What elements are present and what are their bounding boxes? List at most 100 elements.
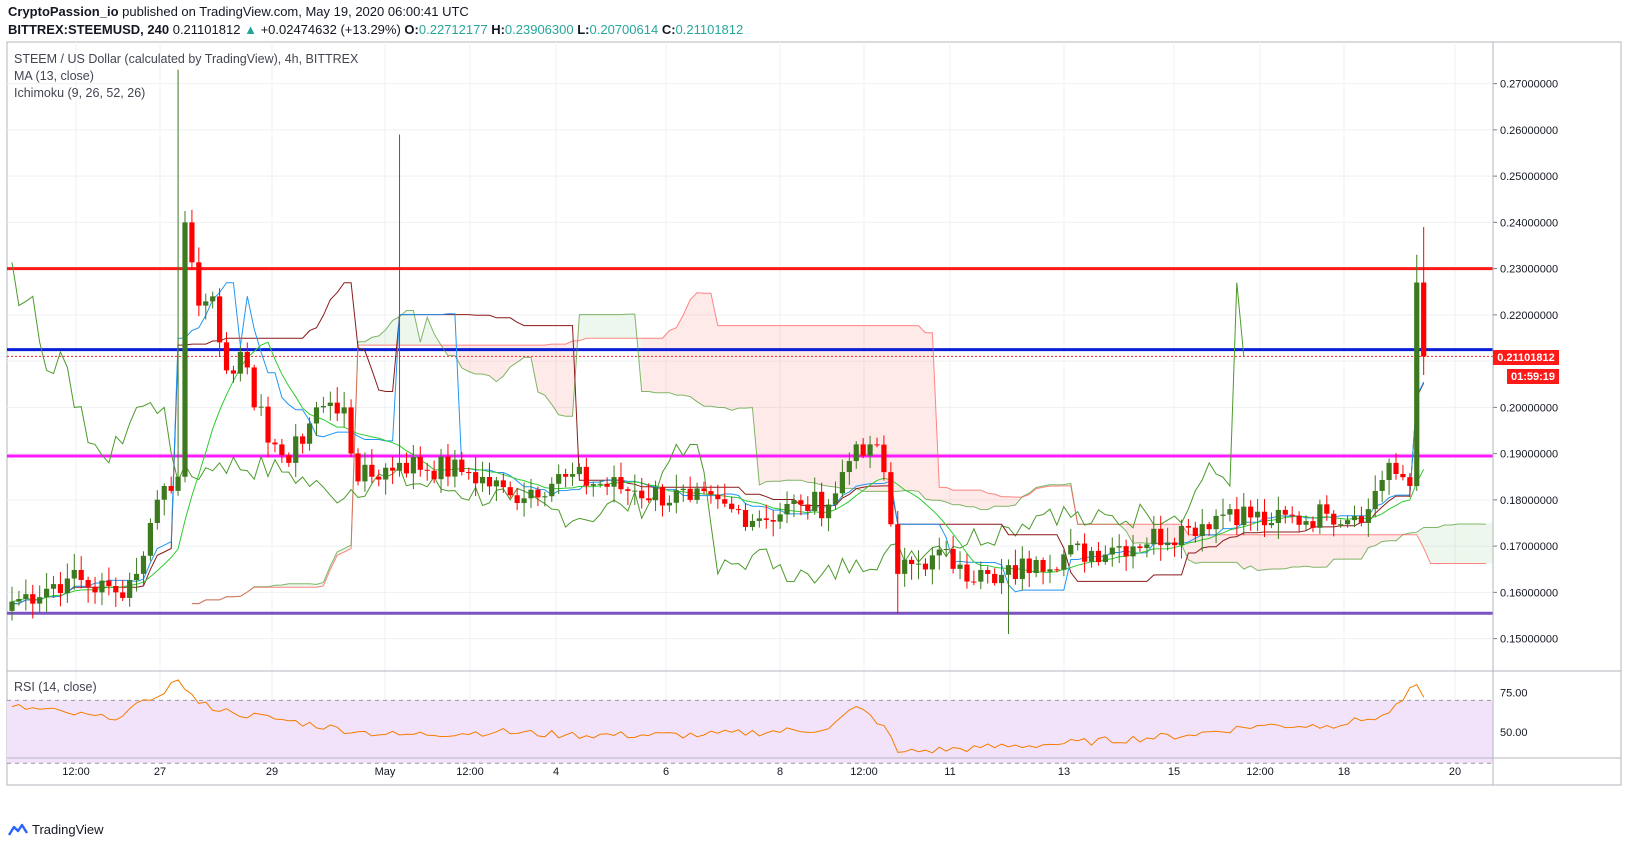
- candle-body: [424, 469, 430, 471]
- candle-body: [597, 483, 603, 485]
- cloud-segment: [1340, 534, 1348, 560]
- cloud-segment: [468, 345, 476, 374]
- candle-body: [334, 402, 340, 414]
- candle-body: [736, 509, 742, 511]
- candle-body: [659, 487, 666, 506]
- candle-body: [327, 402, 333, 406]
- cloud-segment: [482, 345, 490, 376]
- cloud-segment: [1264, 534, 1272, 570]
- candle-body: [957, 564, 963, 569]
- candle-body: [708, 491, 714, 495]
- cloud-segment: [1236, 534, 1244, 570]
- candle-body: [1123, 546, 1129, 557]
- main-legend[interactable]: STEEM / US Dollar (calculated by Trading…: [14, 52, 359, 66]
- price-tick-label: 0.22000000: [1500, 310, 1558, 322]
- low-value: 0.20700614: [589, 22, 659, 37]
- up-arrow-icon: ▲: [244, 22, 257, 37]
- cloud-segment: [1278, 534, 1286, 570]
- candle-body: [756, 518, 762, 521]
- rsi-legend[interactable]: RSI (14, close): [14, 680, 97, 694]
- cloud-segment: [828, 325, 836, 488]
- cloud-segment: [1285, 534, 1293, 569]
- price-tick-label: 0.26000000: [1500, 125, 1558, 137]
- footer-brand[interactable]: TradingView: [8, 822, 104, 837]
- candle-body: [1386, 462, 1392, 480]
- cloud-segment: [461, 345, 469, 372]
- ma-legend[interactable]: MA (13, close): [14, 69, 94, 83]
- candle-body: [528, 489, 534, 499]
- cloud-segment: [904, 325, 912, 491]
- symbol-label: BITTREX:STEEMUSD, 240: [8, 22, 170, 37]
- candle-body: [30, 594, 36, 604]
- candle-body: [286, 455, 292, 463]
- candle-body: [445, 456, 451, 477]
- cloud-segment: [399, 310, 407, 346]
- cloud-segment: [1243, 534, 1251, 570]
- time-tick-label: 27: [154, 766, 166, 778]
- cloud-segment: [662, 330, 670, 393]
- cloud-segment: [1472, 524, 1480, 564]
- candles[interactable]: [9, 69, 1427, 634]
- cloud-segment: [960, 490, 967, 507]
- price-tick-label: 0.20000000: [1500, 402, 1558, 414]
- candle-body: [1400, 473, 1406, 478]
- cloud-segment: [1368, 534, 1376, 548]
- candle-body: [812, 491, 818, 511]
- time-tick-label: 4: [553, 766, 559, 778]
- ichimoku-legend[interactable]: Ichimoku (9, 26, 52, 26): [14, 86, 145, 100]
- candle-body: [50, 584, 57, 589]
- candle-body: [1365, 509, 1371, 523]
- candle-body: [1095, 550, 1102, 563]
- price-chart[interactable]: 75.00 50.00 0.27000000 0.26000000 0.2500000…: [0, 0, 1627, 820]
- cloud-segment: [281, 583, 289, 588]
- price-axis[interactable]: 0.27000000 0.26000000 0.25000000 0.24000000…: [1493, 79, 1558, 646]
- candle-body: [376, 476, 382, 480]
- candle-body: [943, 549, 949, 551]
- cloud-segment: [1479, 524, 1486, 564]
- cloud-segment: [773, 325, 781, 482]
- cloud-segment: [918, 325, 926, 500]
- cloud-segment: [766, 325, 774, 482]
- time-tick-label: 12:00: [1246, 766, 1274, 778]
- cloud-segment: [1229, 534, 1237, 563]
- candle-body: [888, 472, 894, 525]
- candle-body: [161, 486, 167, 500]
- cloud-segment: [524, 345, 531, 358]
- horizontal-levels[interactable]: [7, 267, 1493, 615]
- candle-body: [742, 509, 749, 527]
- candle-body: [722, 499, 728, 504]
- candle-body: [680, 488, 686, 491]
- time-tick-label: 12:00: [850, 766, 878, 778]
- candle-body: [542, 496, 548, 498]
- cloud-segment: [1008, 496, 1016, 507]
- cloud-segment: [1347, 534, 1355, 560]
- candle-body: [1414, 282, 1420, 486]
- cloud-segment: [607, 314, 615, 339]
- cloud-segment: [814, 325, 822, 486]
- time-axis[interactable]: 12:00 27 29 May 12:00 4 6 8 12:00 11 13 15 12:00 18 20: [62, 766, 1461, 778]
- candle-body: [1047, 569, 1053, 572]
- candle-body: [563, 474, 569, 477]
- candle-body: [618, 477, 624, 490]
- cloud-segment: [676, 315, 684, 396]
- rsi-tick-label: 50.00: [1500, 727, 1528, 739]
- cloud-segment: [558, 344, 566, 417]
- high-value: 0.23906300: [504, 22, 574, 37]
- price-tick-label: 0.24000000: [1500, 217, 1558, 229]
- candle-body: [1144, 544, 1150, 549]
- candle-body: [1075, 543, 1081, 546]
- cloud-segment: [1195, 534, 1203, 564]
- author-name[interactable]: CryptoPassion_io: [8, 4, 119, 19]
- candle-body: [583, 466, 589, 486]
- cloud-segment: [994, 494, 1002, 507]
- cloud-segment: [800, 325, 808, 483]
- cloud-segment: [1312, 534, 1320, 568]
- candle-body: [1289, 514, 1295, 516]
- candle-body: [175, 476, 181, 491]
- candle-body: [922, 563, 929, 570]
- cloud-segment: [620, 314, 628, 339]
- cloud-segment: [724, 325, 732, 411]
- candle-body: [1151, 528, 1157, 545]
- candle-body: [1171, 542, 1178, 546]
- rsi-pane[interactable]: 75.00 50.00: [7, 679, 1528, 764]
